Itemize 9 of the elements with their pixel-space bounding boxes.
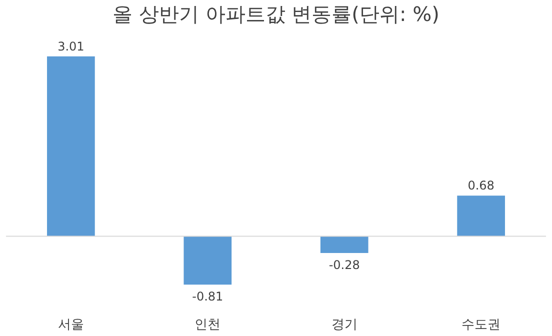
x-tick-label: 수도권	[462, 318, 501, 332]
x-tick-label: 인천	[194, 318, 221, 332]
data-label: 0.68	[468, 178, 494, 193]
x-tick-label: 경기	[331, 318, 358, 332]
data-label: 3.01	[58, 39, 84, 54]
chart-title: 올 상반기 아파트값 변동률(단위: %)	[112, 2, 440, 26]
x-tick-label: 서울	[58, 318, 84, 332]
data-label: -0.28	[328, 258, 360, 272]
data-label: -0.81	[192, 290, 224, 304]
